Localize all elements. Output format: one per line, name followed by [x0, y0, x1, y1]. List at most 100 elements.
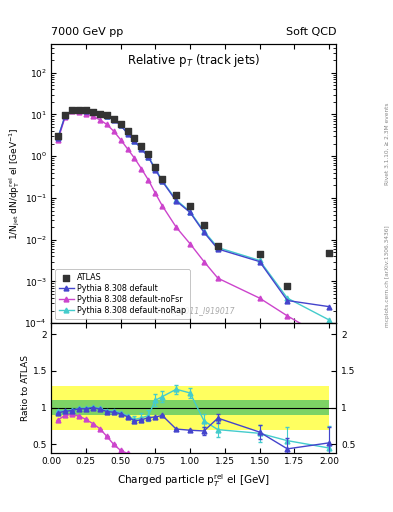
- Pythia 8.308 default-noRap: [83, 108, 88, 114]
- Pythia 8.308 default-noRap: [90, 109, 95, 115]
- ATLAS: [131, 134, 138, 142]
- Pythia 8.308 default-noRap: [62, 113, 67, 119]
- ATLAS: [173, 190, 179, 199]
- ATLAS: [256, 250, 263, 259]
- ATLAS: [125, 127, 131, 135]
- Pythia 8.308 default-noFsr: [125, 146, 130, 152]
- ATLAS: [326, 249, 332, 257]
- Pythia 8.308 default: [285, 297, 290, 304]
- ATLAS: [69, 105, 75, 114]
- Pythia 8.308 default-noRap: [174, 197, 178, 203]
- Pythia 8.308 default: [160, 178, 165, 184]
- Pythia 8.308 default-noRap: [285, 295, 290, 301]
- Pythia 8.308 default-noFsr: [139, 166, 144, 172]
- ATLAS: [110, 114, 117, 122]
- Pythia 8.308 default-noRap: [257, 258, 262, 264]
- Pythia 8.308 default-noRap: [125, 130, 130, 136]
- Pythia 8.308 default-noFsr: [104, 121, 109, 127]
- Pythia 8.308 default-noFsr: [153, 190, 158, 196]
- Pythia 8.308 default: [202, 229, 206, 236]
- ATLAS: [90, 108, 96, 116]
- Pythia 8.308 default: [215, 246, 220, 252]
- ATLAS: [201, 221, 207, 229]
- ATLAS: [76, 105, 82, 114]
- Pythia 8.308 default-noRap: [202, 228, 206, 234]
- Pythia 8.308 default-noFsr: [160, 203, 165, 209]
- Pythia 8.308 default-noRap: [97, 111, 102, 117]
- Y-axis label: Ratio to ATLAS: Ratio to ATLAS: [21, 355, 30, 421]
- Pythia 8.308 default: [97, 111, 102, 117]
- Pythia 8.308 default: [62, 113, 67, 119]
- Pythia 8.308 default: [139, 146, 144, 152]
- ATLAS: [62, 111, 68, 119]
- Pythia 8.308 default: [83, 108, 88, 114]
- ATLAS: [83, 106, 89, 115]
- Pythia 8.308 default-noFsr: [111, 128, 116, 134]
- Pythia 8.308 default-noRap: [139, 145, 144, 152]
- Pythia 8.308 default: [257, 259, 262, 265]
- Pythia 8.308 default: [174, 198, 178, 204]
- ATLAS: [138, 141, 145, 150]
- Line: Pythia 8.308 default-noFsr: Pythia 8.308 default-noFsr: [55, 109, 332, 343]
- ATLAS: [55, 132, 61, 140]
- Text: 7000 GeV pp: 7000 GeV pp: [51, 27, 123, 37]
- Text: mcplots.cern.ch [arXiv:1306.3436]: mcplots.cern.ch [arXiv:1306.3436]: [385, 226, 390, 327]
- Pythia 8.308 default: [118, 122, 123, 129]
- Pythia 8.308 default: [153, 166, 158, 173]
- Pythia 8.308 default: [146, 154, 151, 160]
- Line: Pythia 8.308 default: Pythia 8.308 default: [55, 108, 332, 309]
- Pythia 8.308 default-noRap: [215, 244, 220, 250]
- Pythia 8.308 default-noRap: [327, 317, 331, 323]
- Pythia 8.308 default-noFsr: [77, 109, 81, 115]
- Pythia 8.308 default: [104, 113, 109, 119]
- Pythia 8.308 default-noFsr: [90, 113, 95, 119]
- Pythia 8.308 default: [56, 135, 61, 141]
- Pythia 8.308 default-noRap: [104, 113, 109, 119]
- Pythia 8.308 default-noFsr: [202, 259, 206, 265]
- Pythia 8.308 default-noRap: [132, 138, 137, 144]
- Text: Rivet 3.1.10, ≥ 2.3M events: Rivet 3.1.10, ≥ 2.3M events: [385, 102, 390, 185]
- Pythia 8.308 default: [70, 108, 74, 114]
- Text: Soft QCD: Soft QCD: [286, 27, 336, 37]
- Pythia 8.308 default-noFsr: [83, 111, 88, 117]
- ATLAS: [215, 242, 221, 250]
- Pythia 8.308 default-noFsr: [70, 109, 74, 115]
- Pythia 8.308 default-noRap: [77, 107, 81, 113]
- ATLAS: [145, 151, 152, 159]
- Pythia 8.308 default-noFsr: [174, 224, 178, 230]
- Pythia 8.308 default-noFsr: [56, 137, 61, 143]
- Text: Relative p$_{T}$ (track jets): Relative p$_{T}$ (track jets): [127, 52, 260, 69]
- Pythia 8.308 default-noRap: [160, 178, 165, 184]
- Pythia 8.308 default-noRap: [146, 154, 151, 160]
- ATLAS: [152, 163, 158, 171]
- Pythia 8.308 default-noFsr: [188, 241, 193, 247]
- Pythia 8.308 default-noRap: [118, 122, 123, 128]
- Pythia 8.308 default-noFsr: [285, 313, 290, 319]
- Pythia 8.308 default: [90, 109, 95, 115]
- Pythia 8.308 default-noFsr: [97, 117, 102, 123]
- Y-axis label: 1/N$_{\rm jet}$ dN/dp$^{\rm rel}_{\rm T}$ el [GeV$^{-1}$]: 1/N$_{\rm jet}$ dN/dp$^{\rm rel}_{\rm T}…: [7, 127, 22, 240]
- ATLAS: [118, 120, 124, 128]
- Pythia 8.308 default-noFsr: [146, 177, 151, 183]
- Pythia 8.308 default-noFsr: [132, 155, 137, 161]
- Pythia 8.308 default-noRap: [111, 116, 116, 122]
- X-axis label: Charged particle p$^{\rm rel}_{T}$ el [GeV]: Charged particle p$^{\rm rel}_{T}$ el [G…: [117, 472, 270, 488]
- ATLAS: [284, 282, 290, 290]
- Line: Pythia 8.308 default-noRap: Pythia 8.308 default-noRap: [55, 108, 332, 323]
- ATLAS: [97, 110, 103, 118]
- Text: ATLAS_2011_I919017: ATLAS_2011_I919017: [152, 306, 235, 315]
- ATLAS: [159, 175, 165, 183]
- Pythia 8.308 default-noFsr: [118, 137, 123, 143]
- Pythia 8.308 default-noFsr: [215, 275, 220, 281]
- Pythia 8.308 default-noRap: [153, 166, 158, 172]
- Pythia 8.308 default-noRap: [70, 107, 74, 113]
- Pythia 8.308 default: [188, 209, 193, 216]
- Pythia 8.308 default: [132, 138, 137, 144]
- Pythia 8.308 default: [125, 131, 130, 137]
- Pythia 8.308 default-noFsr: [327, 337, 331, 343]
- Pythia 8.308 default: [111, 117, 116, 123]
- ATLAS: [103, 111, 110, 119]
- Pythia 8.308 default-noRap: [56, 134, 61, 140]
- Pythia 8.308 default-noFsr: [62, 114, 67, 120]
- Pythia 8.308 default: [327, 304, 331, 310]
